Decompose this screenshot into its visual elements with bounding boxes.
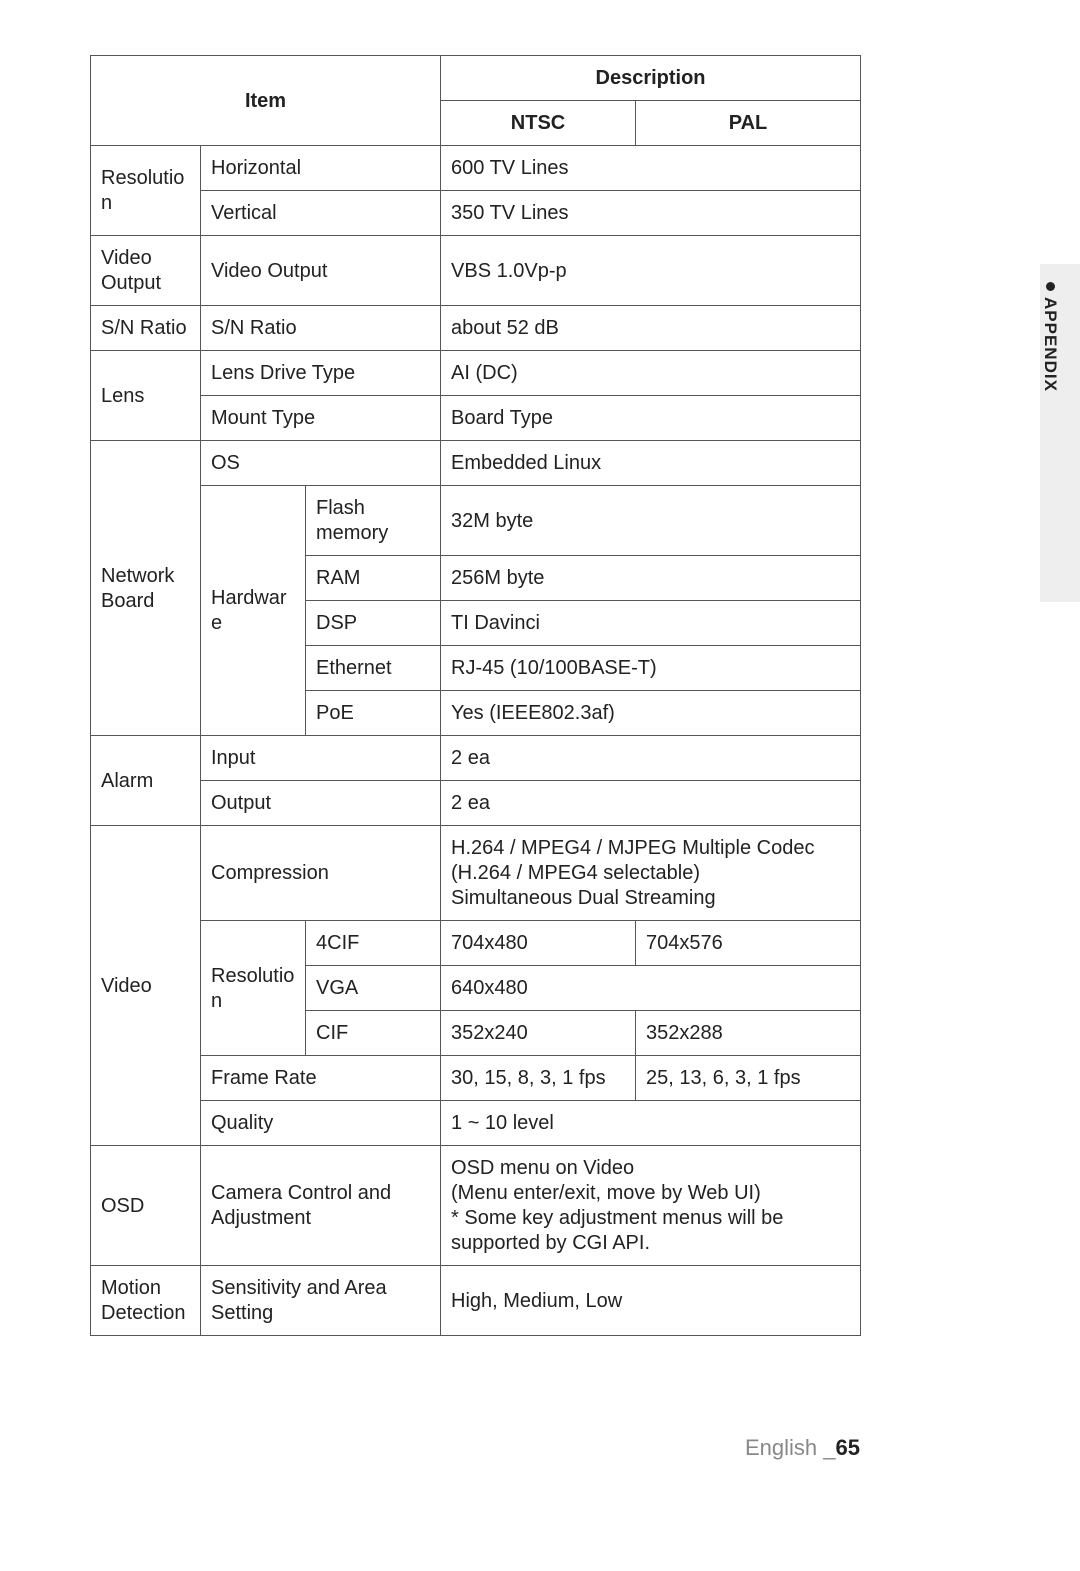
cell-sensitivity: Sensitivity and Area Setting — [201, 1266, 441, 1336]
cell-network-board: NetworkBoard — [91, 441, 201, 736]
cell-4cif-pal: 704x576 — [636, 921, 861, 966]
cell-cif: CIF — [306, 1011, 441, 1056]
header-item: Item — [91, 56, 441, 146]
cell-alarm-input: Input — [201, 736, 441, 781]
cell-vga: VGA — [306, 966, 441, 1011]
cell-os: OS — [201, 441, 441, 486]
table-row: Mount Type Board Type — [91, 396, 861, 441]
cell-camera-control: Camera Control and Adjustment — [201, 1146, 441, 1266]
cell-os-val: Embedded Linux — [441, 441, 861, 486]
table-row: Alarm Input 2 ea — [91, 736, 861, 781]
cell-ethernet: Ethernet — [306, 646, 441, 691]
cell-alarm: Alarm — [91, 736, 201, 826]
cell-frame-rate: Frame Rate — [201, 1056, 441, 1101]
cell-mount-type-val: Board Type — [441, 396, 861, 441]
table-row: MotionDetection Sensitivity and Area Set… — [91, 1266, 861, 1336]
table-row: Frame Rate 30, 15, 8, 3, 1 fps 25, 13, 6… — [91, 1056, 861, 1101]
cell-horizontal: Horizontal — [201, 146, 441, 191]
table-row: Output 2 ea — [91, 781, 861, 826]
cell-alarm-input-val: 2 ea — [441, 736, 861, 781]
cell-4cif: 4CIF — [306, 921, 441, 966]
header-pal: PAL — [636, 101, 861, 146]
table-row: Hardware Flash memory 32M byte — [91, 486, 861, 556]
cell-mount-type: Mount Type — [201, 396, 441, 441]
table-row: Video Compression H.264 / MPEG4 / MJPEG … — [91, 826, 861, 921]
cell-flash-val: 32M byte — [441, 486, 861, 556]
cell-sn-ratio-val: about 52 dB — [441, 306, 861, 351]
cell-v-resolution: Resolution — [201, 921, 306, 1056]
table-row: Video Output Video Output VBS 1.0Vp-p — [91, 236, 861, 306]
cell-ethernet-val: RJ-45 (10/100BASE-T) — [441, 646, 861, 691]
spec-table: Item Description NTSC PAL Resolution Hor… — [90, 55, 861, 1336]
footer-page-number: 65 — [836, 1435, 860, 1460]
cell-sn-ratio: S/N Ratio — [91, 306, 201, 351]
cell-cif-pal: 352x288 — [636, 1011, 861, 1056]
cell-osd-val: OSD menu on Video(Menu enter/exit, move … — [441, 1146, 861, 1266]
cell-resolution: Resolution — [91, 146, 201, 236]
cell-lens-drive-val: AI (DC) — [441, 351, 861, 396]
cell-frame-rate-pal: 25, 13, 6, 3, 1 fps — [636, 1056, 861, 1101]
side-label-text: APPENDIX — [1040, 297, 1060, 392]
spec-table-wrap: Item Description NTSC PAL Resolution Hor… — [90, 55, 860, 1336]
cell-video-output-sub: Video Output — [201, 236, 441, 306]
page-footer: English _65 — [745, 1435, 860, 1461]
cell-vertical: Vertical — [201, 191, 441, 236]
cell-video-output-val: VBS 1.0Vp-p — [441, 236, 861, 306]
cell-dsp-val: TI Davinci — [441, 601, 861, 646]
cell-lens-drive: Lens Drive Type — [201, 351, 441, 396]
cell-dsp: DSP — [306, 601, 441, 646]
cell-sn-ratio-sub: S/N Ratio — [201, 306, 441, 351]
cell-res-h-val: 600 TV Lines — [441, 146, 861, 191]
cell-video-output: Video Output — [91, 236, 201, 306]
cell-video: Video — [91, 826, 201, 1146]
cell-res-v-val: 350 TV Lines — [441, 191, 861, 236]
cell-motion-detection: MotionDetection — [91, 1266, 201, 1336]
cell-compression: Compression — [201, 826, 441, 921]
table-row: Resolution 4CIF 704x480 704x576 — [91, 921, 861, 966]
cell-quality-val: 1 ~ 10 level — [441, 1101, 861, 1146]
cell-poe-val: Yes (IEEE802.3af) — [441, 691, 861, 736]
table-row: Quality 1 ~ 10 level — [91, 1101, 861, 1146]
table-row: Lens Lens Drive Type AI (DC) — [91, 351, 861, 396]
cell-osd: OSD — [91, 1146, 201, 1266]
cell-poe: PoE — [306, 691, 441, 736]
footer-language: English — [745, 1435, 817, 1460]
cell-hardware: Hardware — [201, 486, 306, 736]
cell-alarm-output: Output — [201, 781, 441, 826]
cell-lens: Lens — [91, 351, 201, 441]
table-row: S/N Ratio S/N Ratio about 52 dB — [91, 306, 861, 351]
cell-quality: Quality — [201, 1101, 441, 1146]
cell-flash: Flash memory — [306, 486, 441, 556]
cell-frame-rate-ntsc: 30, 15, 8, 3, 1 fps — [441, 1056, 636, 1101]
cell-ram: RAM — [306, 556, 441, 601]
table-header-row: Item Description — [91, 56, 861, 101]
cell-cif-ntsc: 352x240 — [441, 1011, 636, 1056]
cell-alarm-output-val: 2 ea — [441, 781, 861, 826]
page: Item Description NTSC PAL Resolution Hor… — [0, 0, 1080, 1571]
table-row: Resolution Horizontal 600 TV Lines — [91, 146, 861, 191]
cell-4cif-ntsc: 704x480 — [441, 921, 636, 966]
cell-compression-val: H.264 / MPEG4 / MJPEG Multiple Codec(H.2… — [441, 826, 861, 921]
cell-ram-val: 256M byte — [441, 556, 861, 601]
header-description: Description — [441, 56, 861, 101]
cell-sensitivity-val: High, Medium, Low — [441, 1266, 861, 1336]
bullet-icon — [1046, 282, 1055, 291]
side-section-label: APPENDIX — [1040, 282, 1060, 392]
table-row: OSD Camera Control and Adjustment OSD me… — [91, 1146, 861, 1266]
header-ntsc: NTSC — [441, 101, 636, 146]
table-row: Vertical 350 TV Lines — [91, 191, 861, 236]
cell-vga-val: 640x480 — [441, 966, 861, 1011]
table-row: NetworkBoard OS Embedded Linux — [91, 441, 861, 486]
